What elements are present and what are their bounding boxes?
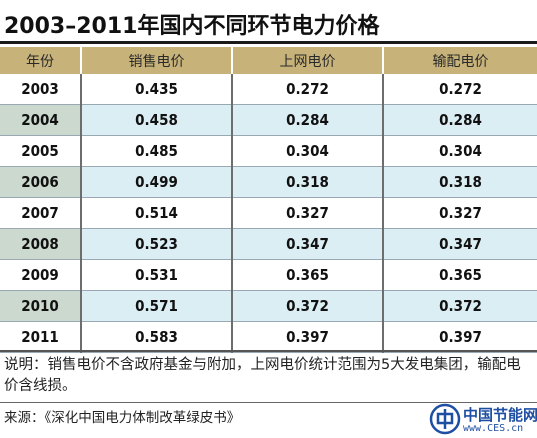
table-row: 2005 0.485 0.304 0.304 — [0, 135, 537, 167]
logo-name: 中国节能网 — [463, 406, 537, 424]
cell-year: 2003 — [0, 74, 81, 105]
cell-year: 2011 — [0, 321, 81, 353]
cell-sales-price: 0.514 — [80, 197, 232, 229]
cell-sales-price: 0.458 — [80, 104, 232, 136]
cell-grid-price: 0.365 — [231, 259, 383, 291]
header-year: 年份 — [0, 47, 81, 74]
header-transmission-price: 输配电价 — [382, 47, 537, 74]
cell-transmission-price: 0.284 — [382, 104, 537, 136]
cell-sales-price: 0.435 — [80, 74, 232, 105]
logo-url: www.CES.cn — [463, 423, 524, 434]
cell-grid-price: 0.327 — [231, 197, 383, 229]
cell-transmission-price: 0.347 — [382, 228, 537, 260]
cell-grid-price: 0.318 — [231, 166, 383, 198]
cell-year: 2009 — [0, 259, 81, 291]
ces-logo[interactable]: 中国节能网 www.CES.cn — [429, 402, 537, 436]
table-row: 2008 0.523 0.347 0.347 — [0, 228, 537, 260]
cell-year: 2008 — [0, 228, 81, 260]
cell-grid-price: 0.397 — [231, 321, 383, 353]
cell-grid-price: 0.304 — [231, 135, 383, 167]
cell-transmission-price: 0.318 — [382, 166, 537, 198]
cell-transmission-price: 0.304 — [382, 135, 537, 167]
cell-sales-price: 0.571 — [80, 290, 232, 322]
footnote-divider — [0, 402, 537, 403]
cell-year: 2010 — [0, 290, 81, 322]
table-row: 2007 0.514 0.327 0.327 — [0, 197, 537, 229]
table-bottom-rule — [0, 350, 537, 352]
cell-year: 2007 — [0, 197, 81, 229]
cell-year: 2004 — [0, 104, 81, 136]
table-row: 2010 0.571 0.372 0.372 — [0, 290, 537, 322]
cell-transmission-price: 0.272 — [382, 74, 537, 105]
cell-sales-price: 0.523 — [80, 228, 232, 260]
cell-sales-price: 0.531 — [80, 259, 232, 291]
source-credit: 来源：《深化中国电力体制改革绿皮书》 — [4, 410, 241, 426]
header-sales-price: 销售电价 — [80, 47, 232, 74]
cell-grid-price: 0.347 — [231, 228, 383, 260]
cell-grid-price: 0.284 — [231, 104, 383, 136]
cell-sales-price: 0.499 — [80, 166, 232, 198]
cell-year: 2006 — [0, 166, 81, 198]
cell-grid-price: 0.272 — [231, 74, 383, 105]
table-row: 2009 0.531 0.365 0.365 — [0, 259, 537, 291]
table-row: 2011 0.583 0.397 0.397 — [0, 321, 537, 353]
footnote: 说明：销售电价不含政府基金与附加，上网电价统计范围为5大发电集团，输配电价含线损… — [4, 357, 521, 394]
table-row: 2004 0.458 0.284 0.284 — [0, 104, 537, 136]
cell-transmission-price: 0.365 — [382, 259, 537, 291]
table-row: 2003 0.435 0.272 0.272 — [0, 74, 537, 105]
header-grid-price: 上网电价 — [231, 47, 383, 74]
cell-grid-price: 0.372 — [231, 290, 383, 322]
table-header-row: 年份 销售电价 上网电价 输配电价 — [0, 47, 537, 74]
cell-transmission-price: 0.372 — [382, 290, 537, 322]
cell-sales-price: 0.485 — [80, 135, 232, 167]
page-title: 2003–2011年国内不同环节电力价格 — [4, 14, 380, 39]
ces-logo-icon — [429, 403, 461, 435]
cell-sales-price: 0.583 — [80, 321, 232, 353]
cell-year: 2005 — [0, 135, 81, 167]
table-row: 2006 0.499 0.318 0.318 — [0, 166, 537, 198]
cell-transmission-price: 0.327 — [382, 197, 537, 229]
title-divider — [0, 41, 537, 44]
cell-transmission-price: 0.397 — [382, 321, 537, 353]
price-table: 年份 销售电价 上网电价 输配电价 2003 0.435 0.272 0.272… — [0, 47, 537, 353]
